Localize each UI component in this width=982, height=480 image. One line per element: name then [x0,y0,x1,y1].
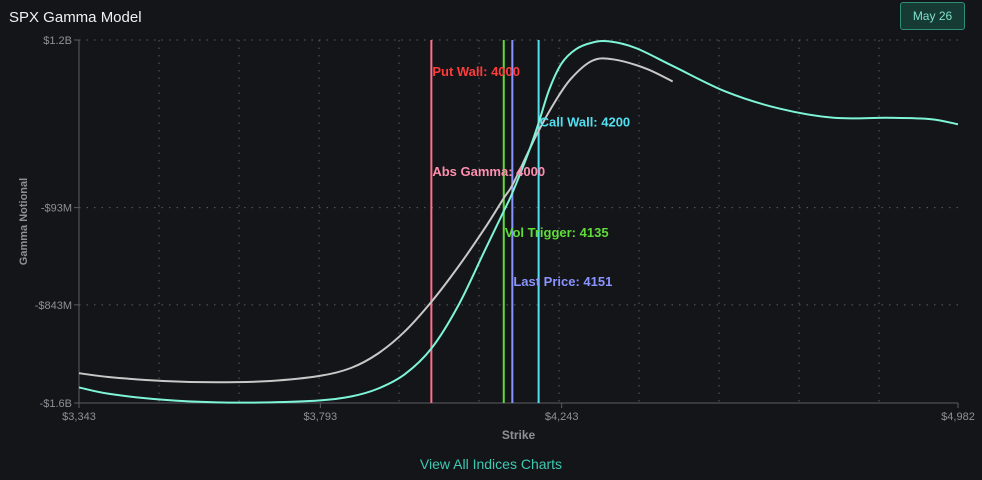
marker-label: Vol Trigger: 4135 [505,225,609,240]
marker-label: Call Wall: 4200 [540,115,631,130]
marker-label: Last Price: 4151 [513,274,612,289]
x-axis-title: Strike [502,428,536,442]
view-all-indices-link[interactable]: View All Indices Charts [419,456,563,472]
marker-label: Abs Gamma: 4000 [432,164,545,179]
series-line [78,39,959,404]
x-tick-label: $4,243 [545,411,579,423]
y-tick-label: -$1.6B [40,398,72,410]
series-line [78,57,674,384]
x-tick-label: $4,982 [941,411,975,423]
gamma-chart: $1.2B -$93M -$843M -$1.6B$3,343 $3,793 $4,243… [18,35,975,442]
x-tick-label: $3,793 [304,411,338,423]
level-markers [430,40,540,403]
grid [79,39,958,404]
series-lines [78,39,959,404]
x-tick-label: $3,343 [62,411,96,423]
marker-labels: Put Wall: 4000 Abs Gamma: 4000 Vol Trigger… [432,64,630,289]
chart-title: SPX Gamma Model [9,9,142,26]
date-selector-button[interactable]: May 26 [900,2,965,30]
y-tick-label: $1.2B [43,35,72,47]
y-tick-label: -$93M [41,203,72,215]
y-axis-title: Gamma Notional [18,178,30,265]
axes: $1.2B -$93M -$843M -$1.6B$3,343 $3,793 $4,243… [18,35,975,442]
y-tick-label: -$843M [35,300,72,312]
marker-label: Put Wall: 4000 [432,64,520,79]
